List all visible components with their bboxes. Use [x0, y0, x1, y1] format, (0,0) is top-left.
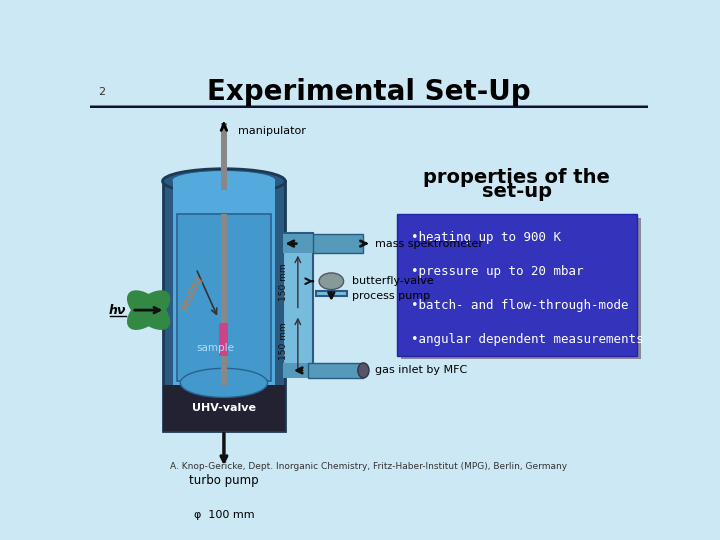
Text: mass spektrometer: mass spektrometer	[374, 239, 482, 248]
Text: sample: sample	[196, 342, 234, 353]
Ellipse shape	[180, 368, 268, 397]
FancyBboxPatch shape	[173, 181, 275, 427]
FancyBboxPatch shape	[401, 218, 642, 359]
FancyBboxPatch shape	[177, 214, 271, 381]
Text: φ  100 mm: φ 100 mm	[194, 510, 254, 519]
Text: Experimental Set-Up: Experimental Set-Up	[207, 78, 531, 106]
Text: hν: hν	[109, 303, 126, 316]
FancyBboxPatch shape	[90, 105, 648, 106]
FancyBboxPatch shape	[163, 181, 285, 431]
Ellipse shape	[358, 363, 369, 378]
Text: 150 mm: 150 mm	[279, 264, 289, 301]
Text: turbo pump: turbo pump	[189, 474, 258, 488]
FancyBboxPatch shape	[163, 385, 285, 431]
Text: 2: 2	[99, 87, 106, 97]
Text: •heating up to 900 K: •heating up to 900 K	[411, 231, 561, 244]
Text: gas inlet by MFC: gas inlet by MFC	[374, 366, 467, 375]
Text: •batch- and flow-through-mode: •batch- and flow-through-mode	[411, 299, 629, 312]
Text: manipulator: manipulator	[238, 126, 306, 136]
Text: heating: heating	[179, 274, 204, 313]
Text: •pressure up to 20 mbar: •pressure up to 20 mbar	[411, 265, 583, 278]
Ellipse shape	[127, 291, 170, 330]
Ellipse shape	[173, 171, 275, 190]
FancyBboxPatch shape	[307, 363, 364, 378]
FancyBboxPatch shape	[282, 363, 313, 378]
FancyBboxPatch shape	[397, 214, 637, 356]
FancyBboxPatch shape	[316, 292, 347, 296]
FancyBboxPatch shape	[90, 105, 648, 109]
FancyBboxPatch shape	[220, 214, 228, 385]
Text: set-up: set-up	[482, 182, 552, 201]
Ellipse shape	[319, 273, 343, 289]
Text: process pump: process pump	[352, 291, 431, 301]
Text: 150 mm: 150 mm	[279, 323, 289, 360]
FancyBboxPatch shape	[282, 233, 313, 375]
Text: UHV-valve: UHV-valve	[192, 403, 256, 413]
FancyBboxPatch shape	[220, 123, 228, 190]
Text: A. Knop-Gericke, Dept. Inorganic Chemistry, Fritz-Haber-Institut (MPG), Berlin, : A. Knop-Gericke, Dept. Inorganic Chemist…	[171, 462, 567, 471]
Ellipse shape	[163, 169, 285, 194]
FancyBboxPatch shape	[220, 322, 228, 356]
Text: •angular dependent measurements: •angular dependent measurements	[411, 333, 644, 346]
Text: properties of the: properties of the	[423, 167, 611, 186]
Ellipse shape	[127, 291, 170, 330]
FancyBboxPatch shape	[313, 234, 364, 253]
FancyBboxPatch shape	[282, 234, 313, 253]
Text: butterfly-valve: butterfly-valve	[352, 276, 434, 286]
